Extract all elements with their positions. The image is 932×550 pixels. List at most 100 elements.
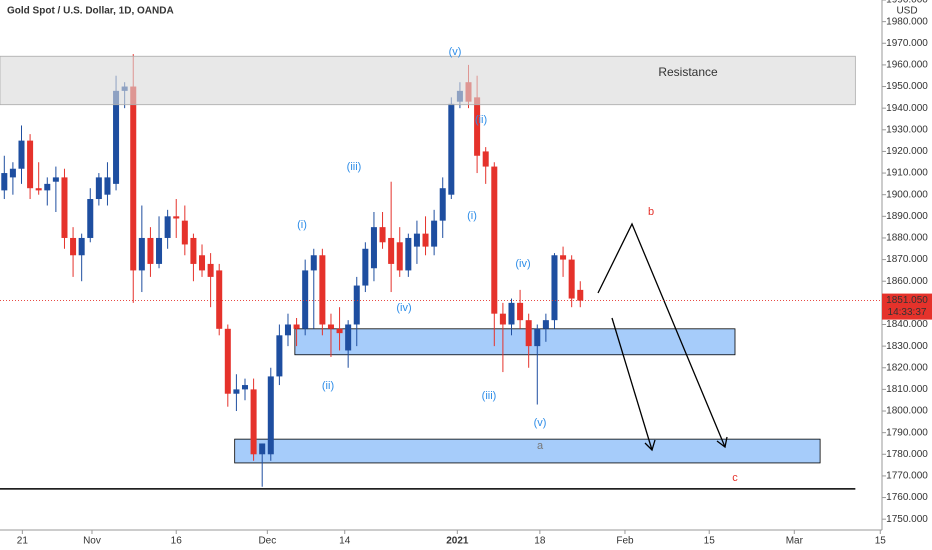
candle-body	[224, 328, 231, 394]
candle-body	[422, 233, 429, 247]
resistance-label: Resistance	[658, 65, 718, 79]
x-tick-label: Dec	[258, 536, 276, 547]
wave-label: c	[732, 472, 738, 484]
y-tick-label: 1840.000	[886, 319, 928, 330]
plot-area	[0, 54, 856, 490]
candle-body	[345, 324, 352, 351]
y-tick-label: 1800.000	[886, 406, 928, 417]
y-tick-label: 1770.000	[886, 471, 928, 482]
candle-body	[35, 188, 42, 191]
candle-body	[405, 237, 412, 271]
candle-body	[173, 216, 180, 219]
candle-body	[61, 177, 68, 238]
candle-body	[413, 233, 420, 247]
candle-body	[551, 255, 558, 321]
x-tick-label: 15	[704, 536, 716, 547]
candle-body	[362, 248, 369, 286]
candle-body	[302, 270, 309, 329]
last-price-label: 1851.050	[886, 295, 928, 306]
candle-body	[439, 188, 446, 221]
candle-body	[95, 177, 102, 200]
candle-body	[1, 173, 8, 191]
support-zone	[294, 328, 736, 356]
candle-body	[327, 324, 334, 329]
candle-body	[508, 302, 515, 325]
candle-body	[284, 324, 291, 336]
candle-body	[474, 97, 481, 156]
candle-body	[190, 237, 197, 264]
candle-body	[259, 443, 266, 455]
x-tick-label: 18	[534, 536, 546, 547]
candle-body	[336, 328, 343, 334]
wave-label: b	[648, 206, 654, 218]
candle-body	[52, 177, 59, 182]
wave-label: (i)	[297, 219, 307, 231]
y-tick-label: 1990.000	[886, 0, 928, 6]
candle-body	[491, 166, 498, 314]
candle-body	[525, 320, 532, 347]
candle-body	[250, 389, 257, 455]
candle-body	[147, 237, 154, 264]
x-tick-label: Nov	[83, 536, 101, 547]
candle-body	[44, 183, 51, 191]
x-tick-label: Feb	[616, 536, 634, 547]
last-price-box	[882, 293, 932, 320]
candle-body	[138, 237, 145, 271]
candle-body	[27, 140, 34, 189]
y-tick-label: 1890.000	[886, 211, 928, 222]
x-tick-label: 14	[339, 536, 351, 547]
candle-body	[353, 285, 360, 325]
arrow-b-c	[597, 222, 726, 448]
x-tick-label: 15	[875, 536, 887, 547]
candle-body	[542, 320, 549, 329]
candle-body	[293, 324, 300, 329]
wave-label: (i)	[467, 210, 477, 222]
resistance-zone	[0, 55, 856, 106]
candle-body	[70, 237, 77, 256]
candle-body	[113, 90, 120, 184]
y-tick-label: 1750.000	[886, 514, 928, 525]
candle-body	[310, 255, 317, 271]
candle-body	[164, 216, 171, 238]
y-tick-label: 1760.000	[886, 492, 928, 503]
y-tick-label: 1830.000	[886, 341, 928, 352]
candle-body	[577, 289, 584, 301]
y-tick-label: 1810.000	[886, 384, 928, 395]
wave-label: (iii)	[347, 161, 362, 173]
candle-body	[568, 259, 575, 299]
candle-body	[18, 140, 25, 169]
candle-body	[216, 270, 223, 329]
candle-body	[276, 335, 283, 377]
candle-body	[431, 220, 438, 247]
y-tick-label: 1960.000	[886, 60, 928, 71]
wave-label: (iv)	[396, 302, 411, 314]
candle-body	[396, 242, 403, 271]
y-tick-label: 1910.000	[886, 168, 928, 179]
candle-body	[267, 376, 274, 455]
candle-body	[87, 199, 94, 238]
candle-body	[9, 168, 16, 178]
y-tick-label: 1920.000	[886, 146, 928, 157]
candle-body	[104, 177, 111, 195]
candle-body	[534, 328, 541, 347]
y-tick-label: 1940.000	[886, 103, 928, 114]
currency: USD	[896, 6, 917, 17]
candle-body	[482, 151, 489, 167]
y-tick-label: 1950.000	[886, 81, 928, 92]
wave-label: (iv)	[515, 258, 530, 270]
candle-body	[379, 227, 386, 243]
wave-label: (ii)	[322, 380, 334, 392]
x-tick-label: 16	[171, 536, 183, 547]
wave-label: a	[537, 440, 544, 452]
y-tick-label: 1870.000	[886, 254, 928, 265]
wave-label: (iii)	[482, 390, 497, 402]
arrow-a	[611, 317, 653, 451]
candle-body	[560, 255, 567, 260]
candle-body	[448, 103, 455, 195]
y-tick-label: 1790.000	[886, 427, 928, 438]
countdown: 14:33:37	[888, 307, 927, 318]
arrowhead	[716, 436, 728, 449]
candle-body	[78, 237, 85, 256]
x-tick-label: 2021	[446, 536, 469, 547]
